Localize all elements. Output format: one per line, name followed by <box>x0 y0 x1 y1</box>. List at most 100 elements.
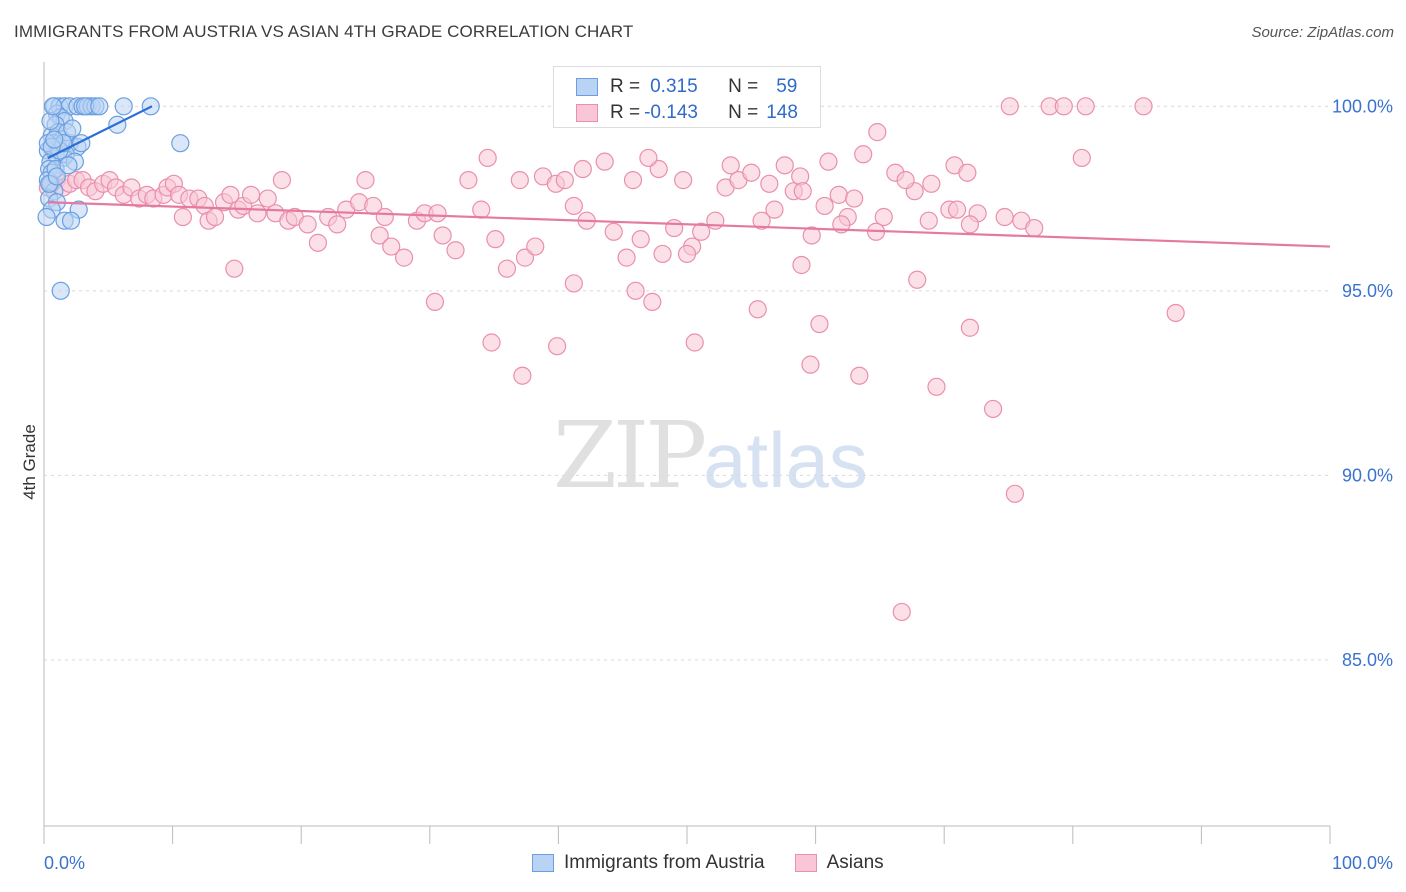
point-asians <box>1054 97 1073 116</box>
point-asians <box>258 189 277 208</box>
x-tick-label-end: 100.0% <box>1332 853 1393 873</box>
point-asians <box>775 156 794 175</box>
point-asians <box>272 171 292 190</box>
point-asians <box>639 148 658 168</box>
point-asians <box>478 148 497 168</box>
point-asians <box>896 171 915 190</box>
y-tick-label: 95.0% <box>1342 281 1393 301</box>
point-asians <box>653 244 672 264</box>
series-legend-austria[interactable]: Immigrants from Austria <box>532 852 765 874</box>
point-asians <box>748 300 767 319</box>
point-austria <box>41 111 60 131</box>
point-asians <box>802 226 821 245</box>
legend-r-label: R = <box>610 102 641 123</box>
point-austria <box>45 130 64 149</box>
watermark: ZIPatlas <box>553 402 868 509</box>
series-legend: Immigrants from Austria Asians <box>532 852 914 874</box>
point-asians <box>677 244 697 264</box>
trendline-asians <box>47 201 1331 248</box>
point-asians <box>526 237 545 256</box>
point-asians <box>801 355 820 374</box>
point-asians <box>221 185 240 204</box>
point-asians <box>248 204 267 223</box>
point-asians <box>649 159 668 179</box>
series-swatch-austria <box>532 854 554 872</box>
point-asians <box>370 226 389 245</box>
legend-row-asians: R = -0.143 N = 148 <box>576 101 798 125</box>
point-asians <box>958 163 977 182</box>
watermark-atlas: atlas <box>703 416 868 504</box>
legend-n-value: 148 <box>766 102 798 123</box>
legend-row-austria: R = 0.315 N = 59 <box>576 75 797 99</box>
legend-r-value: -0.143 <box>644 102 698 123</box>
point-asians <box>947 200 967 219</box>
point-austria <box>47 167 66 186</box>
point-asians <box>510 171 529 190</box>
point-asians <box>692 222 711 241</box>
point-asians <box>425 292 445 312</box>
y-tick-label: 100.0% <box>1332 96 1393 116</box>
point-asians <box>643 292 662 312</box>
point-austria <box>114 97 133 116</box>
point-austria <box>90 97 109 116</box>
point-asians <box>922 174 941 193</box>
point-asians <box>623 171 643 190</box>
point-asians <box>173 207 192 227</box>
legend-n-value: 59 <box>776 76 798 97</box>
point-asians <box>674 171 693 190</box>
point-asians <box>765 200 784 219</box>
point-asians <box>706 211 725 230</box>
point-asians <box>892 602 911 622</box>
point-asians <box>428 204 447 223</box>
point-asians <box>564 196 583 216</box>
point-asians <box>1025 218 1044 238</box>
point-asians <box>760 174 779 193</box>
point-austria <box>61 211 81 230</box>
point-austria <box>51 281 70 300</box>
x-tick-label-start: 0.0% <box>44 853 85 873</box>
point-asians <box>356 171 375 190</box>
series-swatch-asians <box>794 854 817 872</box>
point-asians <box>513 366 532 385</box>
point-asians <box>983 399 1003 419</box>
point-austria <box>171 134 190 153</box>
point-austria <box>63 119 82 138</box>
stats-legend: R = 0.315 N = 59 R = -0.143 N = 148 <box>553 66 821 128</box>
point-asians <box>854 145 873 164</box>
point-asians <box>626 281 645 300</box>
point-asians <box>631 230 650 249</box>
y-tick-label: 90.0% <box>1342 465 1393 485</box>
point-asians <box>298 215 317 234</box>
point-asians <box>810 314 829 334</box>
point-asians <box>819 152 838 171</box>
legend-swatch-asians <box>576 104 598 122</box>
point-asians <box>595 152 614 171</box>
point-asians <box>815 196 834 216</box>
point-asians <box>960 318 980 337</box>
series-name-asians: Asians <box>826 852 884 873</box>
legend-r-value: 0.315 <box>650 76 698 97</box>
series-name-austria: Immigrants from Austria <box>564 852 765 873</box>
point-asians <box>433 226 452 245</box>
point-asians <box>497 259 517 278</box>
watermark-zip: ZIP <box>553 402 707 509</box>
point-asians <box>1134 97 1153 116</box>
point-asians <box>1072 148 1091 168</box>
point-asians <box>1000 97 1019 116</box>
point-asians <box>1166 303 1185 323</box>
chart-title: IMMIGRANTS FROM AUSTRIA VS ASIAN 4TH GRA… <box>14 22 634 41</box>
trendline-austria <box>47 105 153 159</box>
point-asians <box>375 207 394 227</box>
point-asians <box>308 233 328 252</box>
point-asians <box>960 215 980 234</box>
point-asians <box>829 185 848 204</box>
point-asians <box>927 377 946 396</box>
point-austria <box>108 115 127 134</box>
point-asians <box>604 222 623 241</box>
point-asians <box>205 207 225 227</box>
point-asians <box>792 255 811 275</box>
point-asians <box>555 171 574 190</box>
point-asians <box>573 159 592 179</box>
series-legend-asians[interactable]: Asians <box>794 852 884 874</box>
point-asians <box>908 270 927 289</box>
